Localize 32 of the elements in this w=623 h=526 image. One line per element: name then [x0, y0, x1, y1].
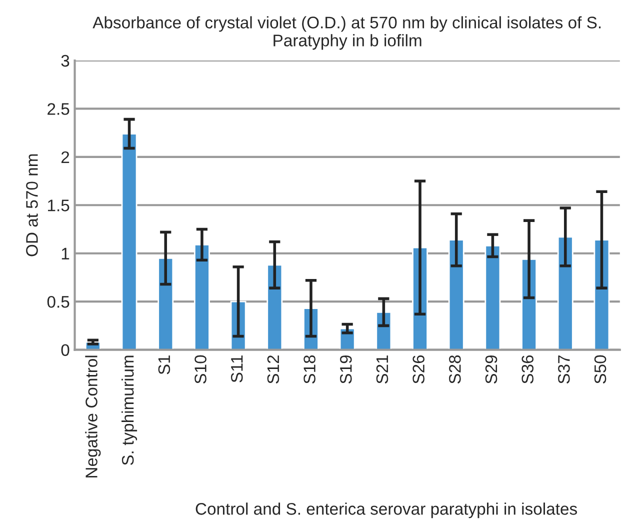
x-tick-label: S21: [376, 355, 388, 384]
y-tick-label: 2: [61, 151, 70, 163]
x-tick-label: S19: [340, 355, 352, 384]
bar: [557, 236, 574, 350]
x-axis-title: Control and S. enterica serovar paratyphi in isolates: [196, 502, 577, 518]
x-tick-label: Negative Control: [85, 356, 101, 478]
x-tick-label: S1: [158, 355, 170, 374]
bar: [194, 244, 210, 350]
x-tick-label: S12: [267, 355, 280, 384]
bar: [448, 239, 464, 350]
x-tick-label: S10: [194, 355, 206, 384]
y-tick-label: 3: [61, 54, 70, 67]
x-tick-label: S37: [558, 355, 570, 384]
y-tick-label: 2.5: [48, 103, 70, 115]
y-tick-label: 1.5: [48, 200, 70, 212]
x-tick-label: S50: [594, 355, 606, 384]
bar: [121, 133, 138, 350]
x-tick-label: S. typhimurium: [122, 356, 138, 466]
x-tick-label: S26: [412, 355, 424, 384]
y-tick-label: 0.5: [47, 296, 70, 308]
bar: [266, 264, 283, 350]
x-tick-label: S18: [304, 355, 316, 384]
bar: [484, 244, 501, 350]
x-tick-label: S11: [230, 355, 243, 382]
x-tick-label: S36: [522, 355, 534, 384]
chart-title: Absorbance of crystal violet (O.D.) at 570 nm by clinical isolates of S. Paratyphy in b iofilm: [92, 16, 601, 50]
y-tick-label: 0: [61, 344, 70, 356]
y-axis-title: OD at 570 nm: [26, 154, 38, 256]
x-tick-label: S28: [449, 355, 461, 384]
bar: [158, 257, 174, 350]
y-tick-label: 1: [62, 248, 70, 260]
x-tick-label: S29: [485, 355, 498, 384]
